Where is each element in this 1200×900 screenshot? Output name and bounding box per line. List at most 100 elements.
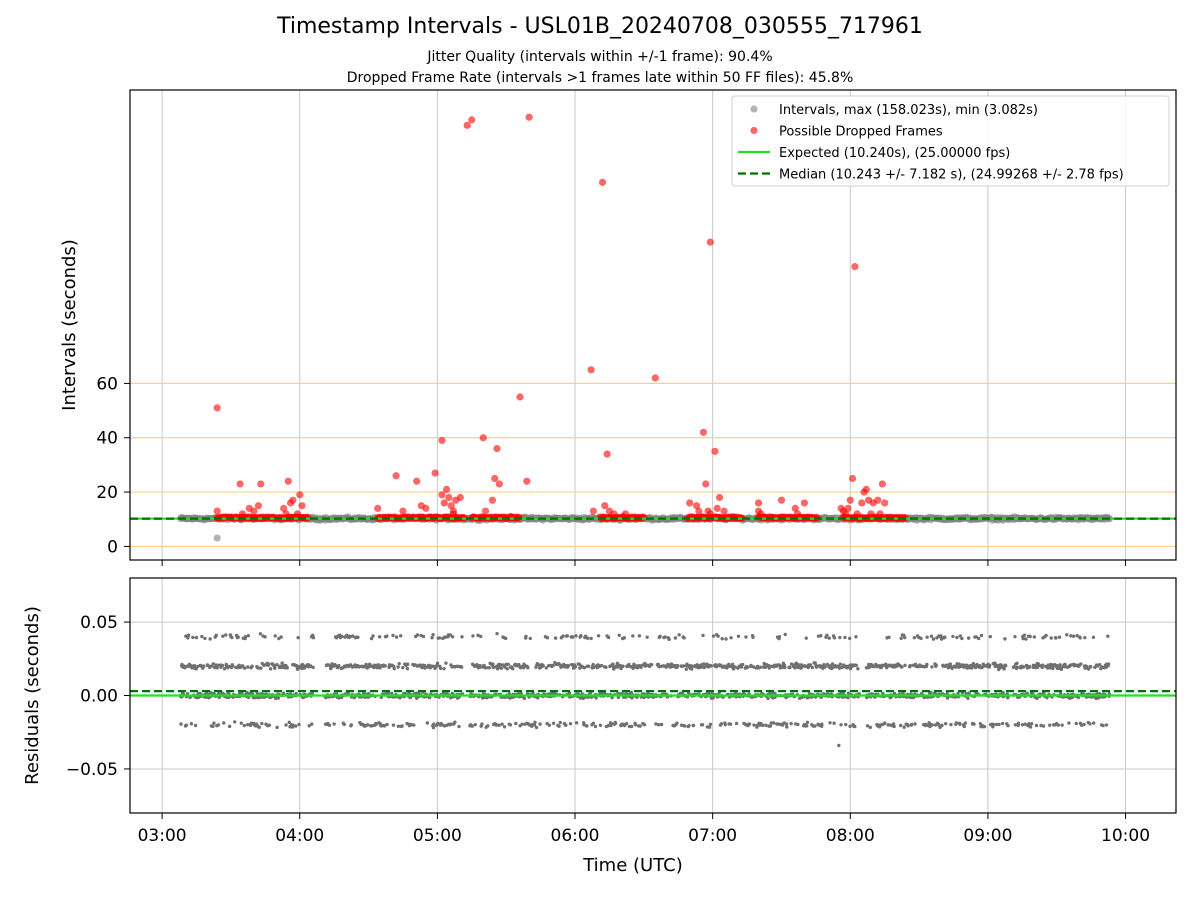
residual-point bbox=[987, 663, 992, 668]
residual-point bbox=[401, 665, 405, 670]
residual-point bbox=[719, 722, 723, 726]
residual-point bbox=[425, 721, 430, 725]
x-tick-label: 08:00 bbox=[826, 826, 875, 846]
dropped-frame-point bbox=[449, 510, 458, 518]
residual-point bbox=[191, 635, 195, 640]
dropped-frame-point bbox=[874, 496, 882, 504]
dropped-frame-point bbox=[213, 404, 221, 412]
residual-point bbox=[356, 635, 360, 639]
y-tick-label: 40 bbox=[96, 429, 118, 449]
dropped-frame-point bbox=[695, 507, 703, 515]
residual-point bbox=[966, 696, 970, 701]
residual-point bbox=[585, 636, 590, 640]
dropped-frame-point bbox=[720, 507, 728, 515]
residual-point bbox=[505, 667, 509, 671]
residual-point bbox=[308, 664, 313, 668]
residual-point bbox=[1003, 637, 1007, 641]
residual-point bbox=[436, 721, 440, 726]
residual-point bbox=[734, 721, 739, 726]
dropped-frame-point bbox=[438, 491, 446, 499]
residual-point bbox=[1040, 663, 1045, 667]
dropped-frame-point bbox=[493, 445, 501, 453]
residual-point bbox=[1027, 722, 1031, 726]
residual-point bbox=[494, 723, 499, 727]
residual-point bbox=[839, 723, 843, 727]
residual-point bbox=[784, 722, 789, 726]
residual-point bbox=[804, 636, 808, 640]
residual-point bbox=[868, 725, 873, 730]
dropped-frame-point bbox=[280, 504, 288, 512]
x-tick-label: 07:00 bbox=[688, 826, 737, 846]
residual-point bbox=[230, 664, 235, 668]
residual-point bbox=[659, 722, 664, 727]
dropped-frame-point bbox=[431, 469, 439, 477]
residual-point bbox=[854, 663, 858, 668]
residual-point bbox=[838, 635, 842, 640]
residual-point bbox=[1088, 722, 1092, 726]
residual-point bbox=[820, 722, 824, 726]
residual-point bbox=[854, 635, 858, 639]
residual-point bbox=[611, 662, 615, 666]
residual-point bbox=[832, 721, 836, 725]
dropped-frame-point bbox=[236, 480, 244, 488]
legend-box bbox=[731, 95, 1170, 187]
residual-point bbox=[369, 664, 373, 668]
residual-plot-area bbox=[178, 631, 1112, 748]
residual-point bbox=[977, 636, 981, 641]
residual-point bbox=[1029, 721, 1034, 726]
dropped-frame-point bbox=[800, 499, 808, 507]
residual-point bbox=[545, 635, 550, 640]
residual-point bbox=[377, 635, 382, 639]
residual-point bbox=[547, 723, 552, 727]
residual-point bbox=[194, 635, 199, 640]
residual-point bbox=[892, 724, 896, 729]
residual-point bbox=[684, 667, 688, 671]
residual-point bbox=[936, 722, 941, 727]
residual-point bbox=[631, 634, 635, 638]
residual-point bbox=[476, 633, 480, 638]
residual-point bbox=[617, 633, 621, 638]
residual-point bbox=[709, 664, 713, 668]
residual-point bbox=[1097, 663, 1102, 667]
residual-point bbox=[1056, 723, 1060, 727]
residual-point bbox=[471, 634, 475, 638]
residual-point bbox=[470, 724, 474, 728]
residual-point bbox=[788, 665, 792, 670]
dropped-frame-point bbox=[702, 480, 710, 488]
residual-point bbox=[689, 667, 694, 671]
residual-point bbox=[216, 663, 220, 667]
residual-point bbox=[619, 666, 623, 671]
residual-point bbox=[589, 636, 593, 641]
dropped-frame-point bbox=[876, 510, 884, 518]
residual-point bbox=[919, 636, 923, 641]
residual-point bbox=[275, 725, 279, 730]
residual-point bbox=[478, 665, 483, 669]
x-tick-label: 05:00 bbox=[413, 826, 462, 846]
residual-point bbox=[1055, 664, 1059, 668]
residual-point bbox=[541, 663, 545, 668]
residual-point bbox=[649, 662, 654, 667]
x-axis-label: Time (UTC) bbox=[582, 855, 683, 876]
legend: Intervals, max (158.023s), min (3.082s) P… bbox=[731, 95, 1170, 187]
residual-point bbox=[1035, 696, 1039, 701]
residual-point bbox=[189, 722, 194, 726]
residual-point bbox=[1028, 665, 1032, 669]
residual-point bbox=[533, 720, 537, 725]
dropped-frame-point bbox=[440, 499, 448, 507]
dropped-frame-point bbox=[844, 504, 852, 512]
dropped-frame-point bbox=[516, 393, 524, 401]
dropped-frame-point bbox=[867, 510, 875, 518]
residual-point bbox=[994, 722, 999, 727]
residual-point bbox=[506, 662, 511, 667]
residual-point bbox=[1015, 665, 1019, 670]
residual-point bbox=[442, 666, 446, 671]
residual-point bbox=[348, 634, 352, 639]
residual-point bbox=[273, 666, 277, 670]
residual-point bbox=[943, 635, 947, 639]
residual-point bbox=[1091, 721, 1096, 725]
residual-point bbox=[460, 635, 464, 639]
residual-point bbox=[1078, 636, 1082, 640]
y-tick-label: 0 bbox=[107, 537, 118, 557]
dropped-frame-point bbox=[495, 480, 503, 488]
residual-point bbox=[570, 635, 575, 639]
